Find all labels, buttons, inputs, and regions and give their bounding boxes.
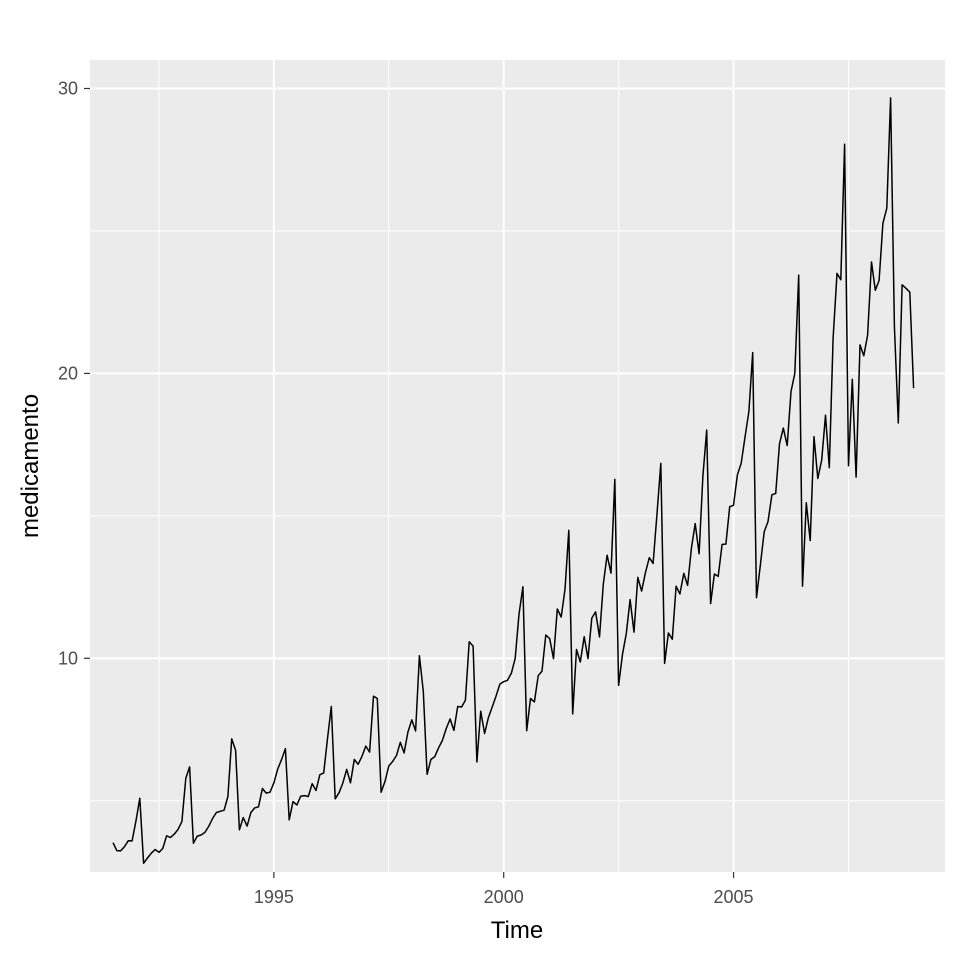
minor-gridlines — [90, 60, 945, 872]
y-tick-label: 10 — [58, 648, 78, 668]
x-axis-title: Time — [491, 917, 543, 944]
x-axis-tick-labels: 1995 2000 2005 — [254, 887, 754, 907]
y-tick-label: 30 — [58, 78, 78, 98]
x-axis-ticks — [273, 872, 735, 878]
major-gridlines — [90, 60, 945, 872]
x-tick-label: 2005 — [714, 887, 754, 907]
y-tick-label: 20 — [58, 363, 78, 383]
series-line — [112, 97, 915, 864]
y-axis-ticks — [84, 87, 90, 659]
y-axis-title: medicamento — [17, 394, 44, 538]
y-axis-tick-labels: 10 20 30 — [58, 78, 78, 668]
x-tick-label: 1995 — [254, 887, 294, 907]
plot-panel — [90, 60, 945, 872]
x-tick-label: 2000 — [484, 887, 524, 907]
